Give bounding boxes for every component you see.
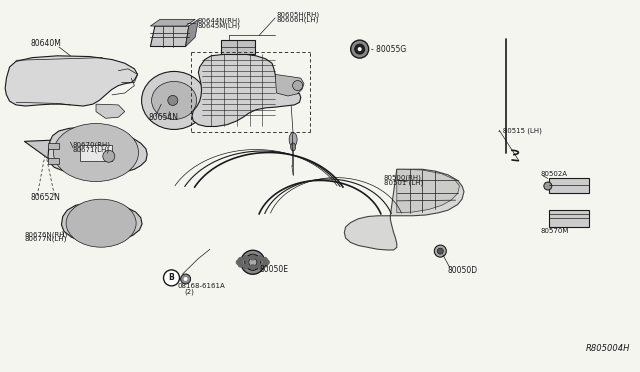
Circle shape <box>237 257 244 263</box>
Polygon shape <box>397 169 460 213</box>
Polygon shape <box>150 26 189 46</box>
Text: 80645M(LH): 80645M(LH) <box>197 23 240 29</box>
Text: 80570M: 80570M <box>541 228 569 234</box>
Circle shape <box>250 264 256 270</box>
Text: 80676N(RH): 80676N(RH) <box>24 231 68 238</box>
Ellipse shape <box>141 71 207 129</box>
Text: R805004H: R805004H <box>586 344 630 353</box>
Circle shape <box>245 254 261 270</box>
Circle shape <box>243 263 249 269</box>
Circle shape <box>351 40 369 58</box>
Polygon shape <box>48 127 147 175</box>
Polygon shape <box>48 158 59 164</box>
Polygon shape <box>549 210 589 227</box>
Circle shape <box>437 248 444 254</box>
Text: 80605H(RH): 80605H(RH) <box>276 12 319 18</box>
Text: 08168-6161A: 08168-6161A <box>178 283 226 289</box>
Circle shape <box>243 255 249 261</box>
Polygon shape <box>344 169 464 250</box>
Text: 80640M: 80640M <box>31 39 61 48</box>
Text: 80050D: 80050D <box>448 266 478 275</box>
Polygon shape <box>80 145 112 161</box>
Polygon shape <box>48 143 59 149</box>
Circle shape <box>237 262 244 267</box>
Polygon shape <box>221 40 255 54</box>
Circle shape <box>358 47 362 51</box>
Circle shape <box>249 258 257 266</box>
Text: (2): (2) <box>184 288 194 295</box>
Circle shape <box>184 277 188 281</box>
Circle shape <box>168 96 178 105</box>
Polygon shape <box>549 178 589 193</box>
Circle shape <box>250 254 256 260</box>
Circle shape <box>264 259 270 265</box>
Circle shape <box>164 270 179 286</box>
Circle shape <box>544 182 552 190</box>
Text: 80501 (LH): 80501 (LH) <box>384 179 423 186</box>
Text: 80606H(LH): 80606H(LH) <box>276 16 319 23</box>
Polygon shape <box>96 104 125 118</box>
Text: 80644N(RH): 80644N(RH) <box>197 18 240 25</box>
Text: 80677N(LH): 80677N(LH) <box>24 236 67 243</box>
Ellipse shape <box>291 143 296 151</box>
Ellipse shape <box>152 81 196 119</box>
Circle shape <box>241 250 265 274</box>
Circle shape <box>236 259 242 265</box>
Circle shape <box>257 263 263 269</box>
Text: 80502A: 80502A <box>541 171 568 177</box>
Circle shape <box>180 274 191 284</box>
Polygon shape <box>192 54 301 126</box>
Polygon shape <box>24 140 74 161</box>
Circle shape <box>103 150 115 162</box>
Text: B: B <box>169 273 174 282</box>
Polygon shape <box>5 56 138 106</box>
Ellipse shape <box>289 132 297 147</box>
Ellipse shape <box>54 124 138 182</box>
Polygon shape <box>186 19 198 46</box>
Circle shape <box>257 255 263 261</box>
Text: 80652N: 80652N <box>31 193 61 202</box>
Circle shape <box>262 257 268 263</box>
Text: 80654N: 80654N <box>148 113 179 122</box>
Text: - 80055G: - 80055G <box>371 45 406 54</box>
Circle shape <box>262 262 268 267</box>
Text: 80500(RH): 80500(RH) <box>384 174 422 181</box>
Text: 80050E: 80050E <box>259 265 288 274</box>
Text: 80671(LH): 80671(LH) <box>73 147 110 153</box>
Polygon shape <box>150 19 195 26</box>
Circle shape <box>292 81 303 90</box>
Polygon shape <box>61 203 142 243</box>
Circle shape <box>355 44 365 54</box>
Text: 80670(RH): 80670(RH) <box>73 142 111 148</box>
Text: - 80515 (LH): - 80515 (LH) <box>498 128 542 134</box>
Polygon shape <box>275 74 304 96</box>
Ellipse shape <box>66 199 136 247</box>
Circle shape <box>435 245 446 257</box>
